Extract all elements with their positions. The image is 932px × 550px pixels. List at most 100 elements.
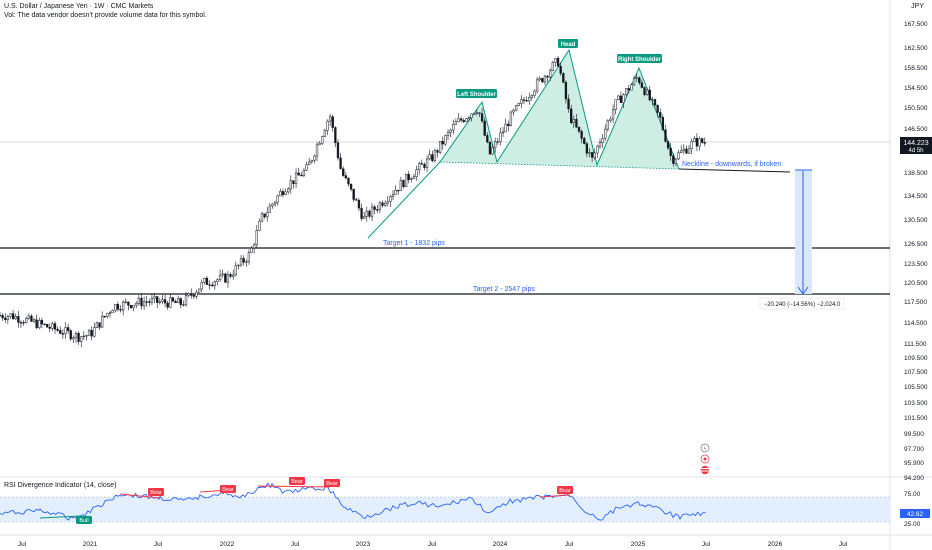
candle: [645, 87, 649, 96]
candle: [559, 62, 562, 76]
candle: [334, 126, 337, 148]
candle: [260, 211, 264, 223]
flag-us-icon[interactable]: [700, 465, 710, 475]
candle: [517, 102, 520, 107]
price-axis[interactable]: 167.500 162.500 158.500 154.500 150.500 146.5…: [904, 21, 928, 482]
candle: [370, 202, 374, 222]
candle: [389, 195, 392, 207]
candle: [218, 269, 222, 282]
candle: [195, 289, 198, 300]
label-left-shoulder: Left Shoulder: [456, 89, 497, 98]
candle: [292, 180, 295, 189]
candle: [116, 301, 120, 312]
candle: [394, 185, 397, 195]
rsi-label-bear: Bear: [220, 485, 236, 493]
candle: [323, 128, 327, 137]
candle: [446, 129, 450, 141]
time-tick-label: 2022: [220, 541, 235, 548]
svg-text:Bull: Bull: [79, 518, 88, 524]
svg-text:75.00: 75.00: [904, 491, 921, 498]
price-tick-label: 95.900: [904, 460, 924, 467]
candle: [237, 264, 240, 270]
candle: [528, 92, 531, 105]
lightning-icon[interactable]: [700, 443, 710, 453]
candle: [313, 154, 316, 164]
candle: [6, 314, 10, 325]
candle: [381, 200, 384, 208]
candle: [376, 205, 379, 213]
candle: [242, 255, 245, 266]
candle: [43, 323, 46, 326]
candle: [64, 322, 67, 339]
candle: [680, 145, 683, 154]
price-tick-label: 114.500: [904, 320, 927, 327]
candle: [302, 168, 306, 178]
candle: [415, 165, 418, 181]
candle: [365, 206, 368, 222]
candle: [564, 79, 568, 104]
time-axis[interactable]: Jul 2021 Jul 2022 Jul 2023 Jul 2024 Jul 2025 Jul 20…: [18, 541, 848, 548]
candle: [363, 211, 366, 220]
candle: [9, 313, 12, 320]
candle: [436, 148, 439, 158]
currency-label: JPY: [911, 3, 924, 10]
candle: [284, 188, 287, 196]
candle: [373, 204, 376, 215]
candle: [656, 104, 659, 118]
candle: [287, 187, 290, 195]
candle: [17, 310, 20, 328]
svg-text:144.223: 144.223: [903, 140, 928, 147]
candle: [119, 305, 122, 313]
candle: [690, 139, 693, 155]
candle: [190, 288, 193, 299]
candle: [182, 300, 185, 307]
time-tick-label: 2021: [83, 541, 98, 548]
candle: [22, 320, 25, 326]
candle: [562, 72, 565, 84]
candle: [525, 96, 528, 102]
candle: [378, 200, 382, 214]
svg-text:Right Shoulder: Right Shoulder: [618, 57, 662, 63]
candle: [85, 334, 88, 341]
candle: [344, 171, 347, 180]
price-tick-label: 123.500: [904, 261, 928, 268]
candle: [208, 280, 211, 290]
rsi-axis: 75.00 25.00 42.62: [900, 491, 930, 528]
candle: [695, 133, 699, 152]
candle: [653, 98, 657, 110]
candle: [252, 242, 256, 254]
candle: [59, 326, 62, 335]
candle: [357, 197, 361, 212]
candle: [488, 141, 492, 155]
candle: [687, 144, 691, 154]
candle: [609, 116, 612, 123]
price-tick-label: 105.500: [904, 384, 928, 391]
candle: [276, 194, 279, 206]
price-tick-label: 150.500: [904, 105, 928, 112]
target-1-label: Target 1 - 1832 pips: [383, 240, 445, 247]
candle: [693, 135, 696, 143]
candle: [514, 104, 518, 112]
candle: [158, 297, 161, 305]
candle: [121, 300, 125, 316]
candle: [418, 161, 421, 175]
candle: [108, 310, 112, 318]
candle: [140, 293, 143, 310]
price-tick-label: 120.500: [904, 280, 928, 287]
neckline-dotted: [439, 161, 680, 170]
candle: [583, 136, 586, 145]
candle: [250, 245, 253, 254]
candle: [326, 119, 329, 136]
candle: [90, 326, 93, 341]
price-tick-label: 99.500: [904, 431, 924, 438]
candle: [556, 55, 560, 67]
price-tick-label: 107.500: [904, 369, 928, 376]
candle: [677, 149, 680, 161]
candle: [103, 315, 106, 318]
candle: [625, 87, 628, 97]
candle: [593, 148, 596, 160]
event-icons[interactable]: ϟ: [700, 443, 710, 475]
rsi-label-bear: Bear: [557, 486, 573, 494]
svg-text:42.62: 42.62: [907, 511, 924, 518]
